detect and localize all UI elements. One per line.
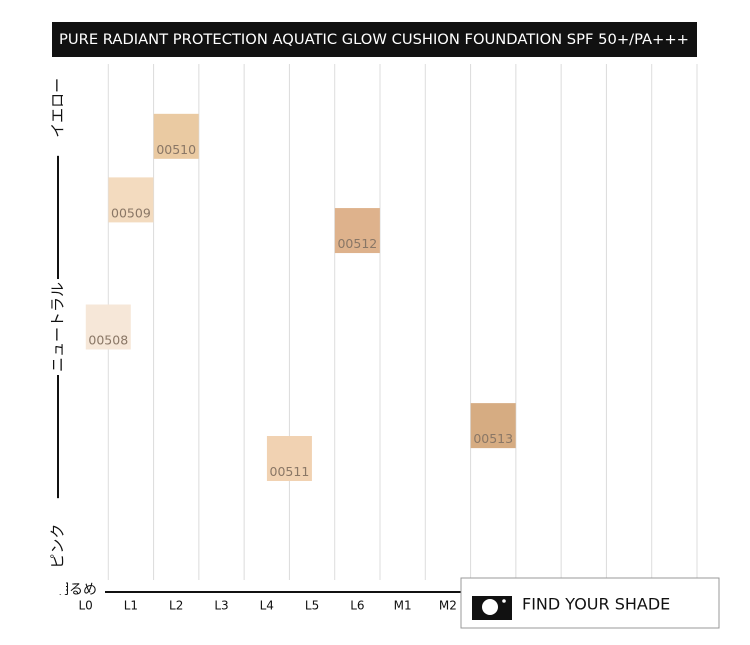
shade-label: 00510	[156, 142, 196, 157]
shade-label: 00511	[270, 464, 310, 479]
button-icon-dot	[502, 599, 506, 603]
y-tick-gap	[50, 279, 66, 375]
x-tick-label: M2	[439, 599, 457, 613]
y-tick-label: ピンク	[49, 524, 67, 569]
shade-label: 00508	[88, 333, 128, 348]
x-tick-label: L6	[350, 599, 364, 613]
y-tick-label: ニュートラル	[49, 282, 67, 372]
grid	[107, 64, 698, 580]
shade-swatch	[266, 436, 312, 481]
y-tick-label: イエロー	[49, 78, 67, 138]
shade-label: 00513	[473, 431, 513, 446]
x-tick-label: L5	[305, 599, 319, 613]
find-shade-button[interactable]: FIND YOUR SHADE	[460, 577, 720, 629]
shade-label: 00512	[337, 236, 377, 251]
x-tick-label: L2	[169, 599, 183, 613]
x-tick-label: L3	[214, 599, 228, 613]
shade-swatch	[334, 208, 380, 254]
x-tick-label: L4	[260, 599, 274, 613]
button-icon-circle	[482, 599, 498, 615]
y-tick-gap	[50, 59, 66, 156]
shade-swatch	[108, 177, 154, 223]
x-tick-label: L1	[124, 599, 138, 613]
y-tick-gap	[50, 498, 66, 595]
button-label[interactable]: FIND YOUR SHADE	[522, 595, 670, 614]
x-tick-label: M1	[394, 599, 412, 613]
marks: 00508 00509 00510 00511 00512 00513	[85, 113, 516, 481]
x-tick-label: L0	[78, 599, 92, 613]
shade-swatch	[470, 403, 516, 449]
shade-swatch	[153, 113, 199, 159]
shade-swatch	[85, 304, 131, 350]
title-bar	[52, 22, 697, 57]
chart-title: PURE RADIANT PROTECTION AQUATIC GLOW CUS…	[59, 32, 689, 48]
shade-label: 00509	[111, 205, 151, 220]
